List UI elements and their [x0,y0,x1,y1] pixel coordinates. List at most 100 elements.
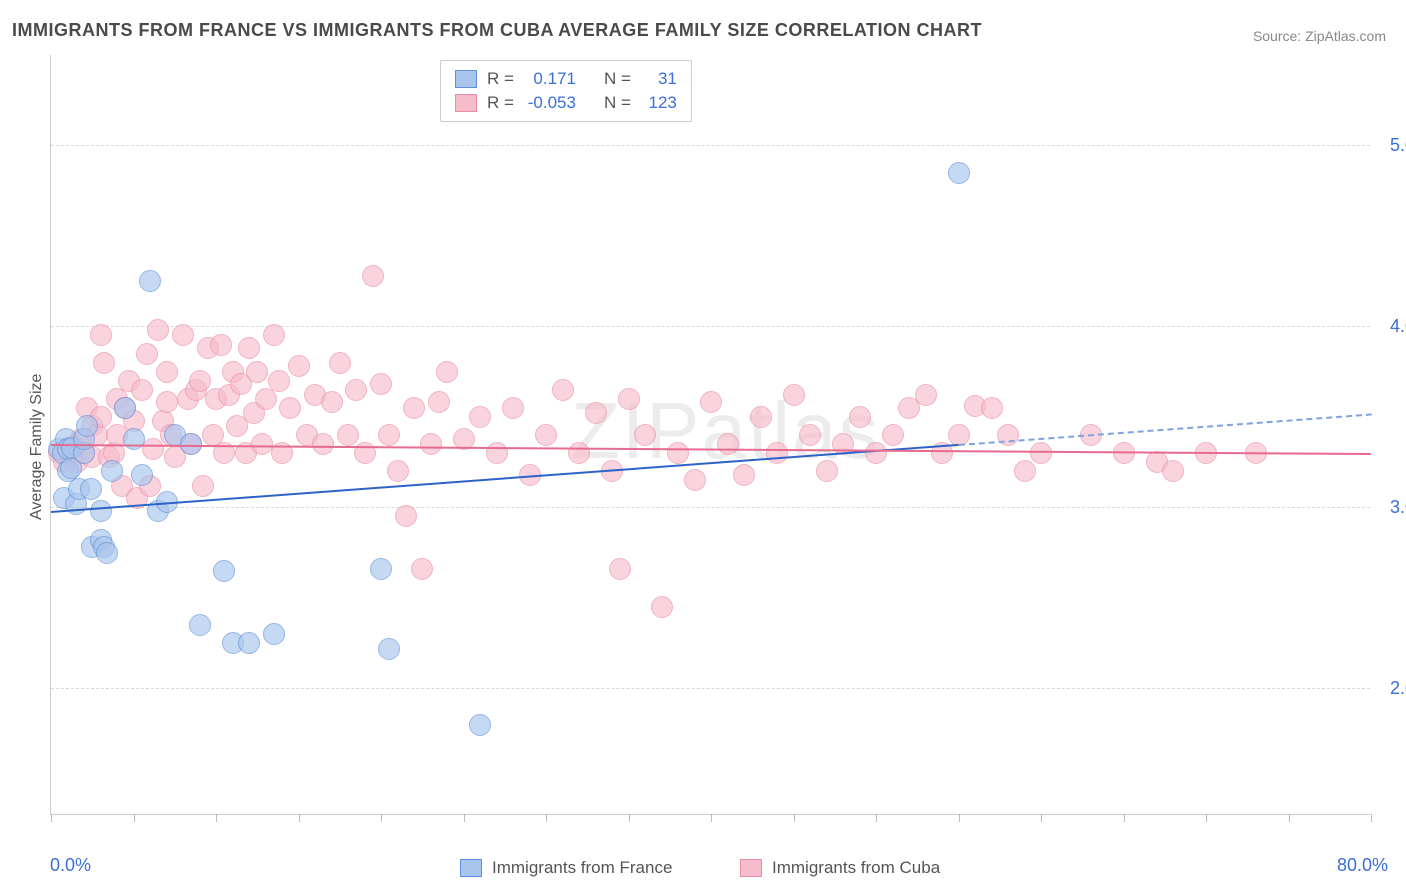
scatter-point [139,270,161,292]
scatter-point [370,373,392,395]
scatter-point [733,464,755,486]
scatter-point [131,464,153,486]
scatter-point [502,397,524,419]
scatter-point [948,162,970,184]
scatter-point [246,361,268,383]
scatter-point [395,505,417,527]
scatter-point [378,638,400,660]
n-label: N = [604,93,631,113]
scatter-point [469,714,491,736]
scatter-point [321,391,343,413]
scatter-point [411,558,433,580]
scatter-point [469,406,491,428]
scatter-point [370,558,392,580]
scatter-point [147,319,169,341]
scatter-point [238,337,260,359]
scatter-point [189,370,211,392]
n-label: N = [604,69,631,89]
y-tick-label: 5.00 [1390,135,1406,156]
scatter-point [362,265,384,287]
scatter-point [268,370,290,392]
scatter-point [251,433,273,455]
r-value-series1: 0.171 [524,69,576,89]
gridline [51,326,1370,327]
scatter-point [213,560,235,582]
scatter-point [535,424,557,446]
y-tick-label: 3.00 [1390,497,1406,518]
x-tick [464,814,465,822]
scatter-point [255,388,277,410]
x-tick [134,814,135,822]
scatter-point [552,379,574,401]
swatch-series2 [455,94,477,112]
scatter-point [849,406,871,428]
scatter-point [189,614,211,636]
scatter-point [337,424,359,446]
scatter-point [981,397,1003,419]
trend-line [958,413,1371,446]
scatter-point [192,475,214,497]
bottom-legend-series1: Immigrants from France [460,858,672,878]
scatter-point [90,500,112,522]
scatter-point [263,324,285,346]
x-tick [381,814,382,822]
scatter-point [80,478,102,500]
scatter-point [486,442,508,464]
x-min-label: 0.0% [50,855,91,876]
scatter-point [90,324,112,346]
x-tick [299,814,300,822]
stats-legend-box: R = 0.171 N = 31 R = -0.053 N = 123 [440,60,692,122]
scatter-point [263,623,285,645]
scatter-point [585,402,607,424]
x-tick [1289,814,1290,822]
y-tick-label: 2.00 [1390,678,1406,699]
scatter-point [1014,460,1036,482]
x-tick [51,814,52,822]
scatter-point [651,596,673,618]
scatter-point [750,406,772,428]
scatter-point [783,384,805,406]
scatter-point [142,438,164,460]
scatter-point [816,460,838,482]
scatter-point [93,352,115,374]
scatter-point [882,424,904,446]
swatch-series1-bottom [460,859,482,877]
scatter-point [114,397,136,419]
gridline [51,507,1370,508]
scatter-point [428,391,450,413]
stats-row-series2: R = -0.053 N = 123 [455,91,677,115]
n-value-series2: 123 [641,93,677,113]
x-tick [959,814,960,822]
scatter-point [288,355,310,377]
scatter-point [865,442,887,464]
x-tick [1124,814,1125,822]
scatter-point [684,469,706,491]
stats-row-series1: R = 0.171 N = 31 [455,67,677,91]
r-label: R = [487,69,514,89]
series2-label: Immigrants from Cuba [772,858,940,878]
scatter-point [156,361,178,383]
scatter-point [717,433,739,455]
x-tick [546,814,547,822]
scatter-point [345,379,367,401]
series1-label: Immigrants from France [492,858,672,878]
scatter-point [1162,460,1184,482]
scatter-point [279,397,301,419]
scatter-point [136,343,158,365]
swatch-series1 [455,70,477,88]
scatter-point [172,324,194,346]
scatter-point [312,433,334,455]
x-tick [1041,814,1042,822]
scatter-point [700,391,722,413]
x-tick [876,814,877,822]
scatter-point [568,442,590,464]
scatter-point [618,388,640,410]
scatter-point [387,460,409,482]
n-value-series1: 31 [641,69,677,89]
scatter-point [329,352,351,374]
scatter-point [131,379,153,401]
scatter-point [210,334,232,356]
r-value-series2: -0.053 [524,93,576,113]
scatter-point [96,542,118,564]
scatter-point [915,384,937,406]
